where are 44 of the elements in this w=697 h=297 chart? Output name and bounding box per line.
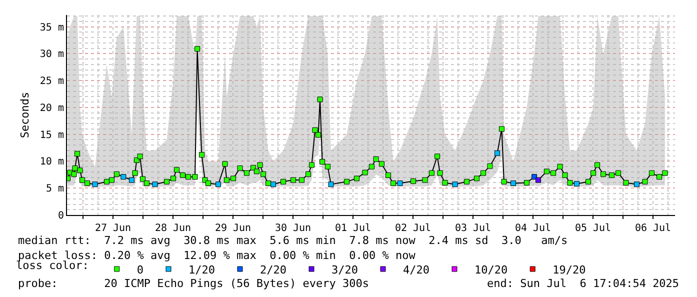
point [120, 174, 126, 180]
point [128, 177, 134, 183]
legend-label: 10/20 [474, 263, 508, 276]
x-tick-label: 28 Jun [154, 223, 192, 234]
legend-label: 0 [136, 263, 144, 276]
text: packet loss: 0.20 % avg 12.09 % max 0.00 % min 0.00 % now [18, 249, 416, 262]
point [397, 180, 403, 186]
y-tick-label: 30 m [40, 49, 64, 60]
point [152, 182, 158, 188]
point [270, 182, 276, 188]
point [536, 177, 542, 183]
point [452, 182, 458, 188]
y-tick-label: 5 m [46, 184, 64, 195]
text: probe: 20 ICMP Echo Pings (56 Bytes) every 300s [18, 277, 369, 290]
y-tick-label: 10 m [40, 156, 64, 168]
point [510, 180, 516, 186]
y-axis-title: Seconds [18, 92, 32, 138]
x-tick-label: 03 Jul [454, 223, 492, 234]
text: end: Sun Jul 6 17:04:54 2025 [487, 277, 680, 290]
point [328, 182, 334, 188]
text: median rtt: 7.2 ms avg 30.8 ms max 5.6 ms min 7.8 ms now 2.4 ms sd 3.0 am/s [18, 234, 568, 247]
legend-label: 2/20 [260, 263, 286, 276]
point [494, 150, 500, 156]
x-tick-label: 29 Jun [214, 223, 252, 234]
x-tick-label: 06 Jul [634, 223, 672, 234]
x-tick-label: 05 Jul [574, 223, 612, 234]
point [92, 182, 98, 188]
y-tick-label: 20 m [40, 102, 64, 114]
x-tick-label: 30 Jun [274, 223, 312, 234]
legend-label: 3/20 [331, 263, 358, 276]
x-tick-label: 04 Jul [514, 223, 552, 234]
legend-label: 19/20 [552, 263, 586, 276]
point [634, 182, 640, 188]
x-tick-label: 01 Jul [334, 223, 372, 234]
y-tick-label: 0 [58, 210, 64, 222]
point [574, 181, 580, 187]
x-tick-label: 02 Jul [394, 223, 432, 234]
y-tick-label: 25 m [40, 76, 64, 88]
legend-label: 1/20 [188, 263, 215, 276]
legend-label: 4/20 [402, 263, 430, 276]
y-tick-label: 35 m [40, 22, 64, 34]
x-tick-label: 27 Jun [94, 223, 132, 234]
y-tick-label: 15 m [40, 130, 64, 141]
point [216, 182, 222, 188]
